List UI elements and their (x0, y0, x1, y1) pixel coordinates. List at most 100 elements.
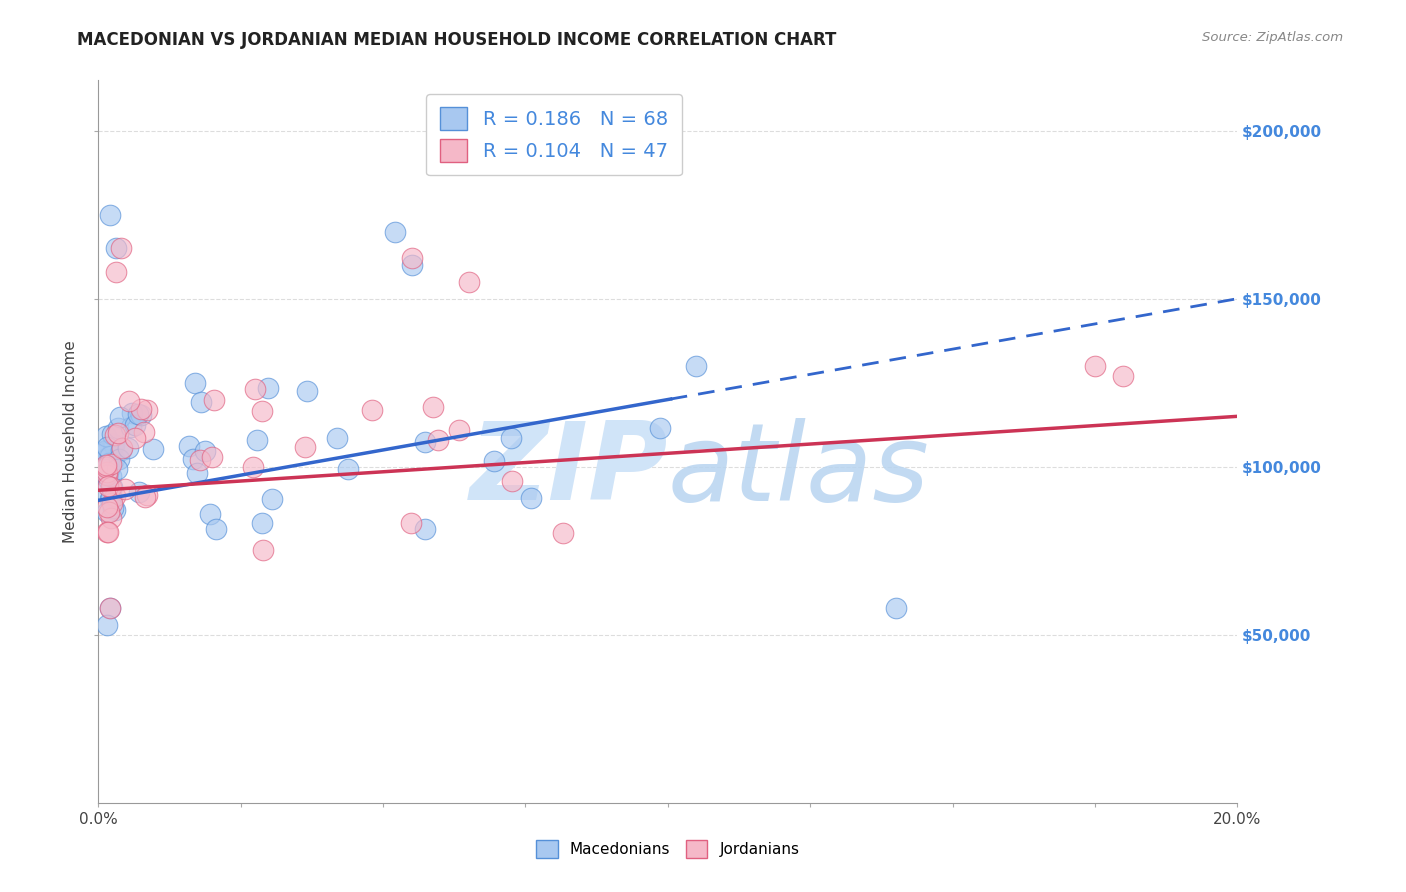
Point (884, 600, 907, 615)
Point (100, 491, 122, 505)
Point (190, 395, 212, 409)
Point (501, 431, 523, 445)
Point (94, 445, 117, 459)
Point (108, 410, 131, 425)
Point (257, 381, 280, 395)
Point (100, 457, 122, 471)
Point (457, 275, 479, 289)
Point (97, 456, 120, 470)
Point (98, 449, 121, 463)
Point (194, 444, 217, 458)
Point (96, 617, 118, 632)
Point (252, 543, 274, 558)
Point (200, 450, 222, 464)
Point (101, 501, 124, 516)
Point (242, 460, 264, 475)
Point (181, 451, 204, 466)
Point (246, 433, 269, 447)
Point (243, 382, 266, 396)
Point (260, 491, 283, 506)
Point (110, 443, 132, 458)
Point (94, 453, 117, 467)
Point (295, 384, 318, 399)
Point (121, 405, 143, 419)
Point (142, 442, 165, 457)
Point (120, 419, 142, 434)
Point (94, 460, 117, 475)
Point (188, 453, 211, 467)
Point (184, 376, 207, 391)
Point (134, 490, 156, 504)
Point (1112, 369, 1135, 384)
Text: ZIP: ZIP (470, 417, 668, 524)
Point (484, 454, 506, 468)
Point (101, 496, 124, 510)
Point (103, 452, 125, 467)
Point (104, 427, 127, 442)
Point (551, 525, 574, 540)
Point (127, 407, 149, 421)
Point (93, 444, 115, 458)
Point (114, 482, 136, 496)
Point (136, 402, 159, 417)
Y-axis label: Median Household Income: Median Household Income (63, 340, 79, 543)
Point (107, 421, 129, 435)
Point (326, 431, 349, 445)
Point (97, 462, 120, 476)
Point (384, 225, 406, 239)
Point (202, 392, 225, 407)
Point (93, 462, 115, 476)
Point (648, 420, 671, 434)
Text: atlas: atlas (668, 418, 929, 523)
Point (129, 408, 152, 422)
Point (177, 439, 200, 453)
Text: MACEDONIAN VS JORDANIAN MEDIAN HOUSEHOLD INCOME CORRELATION CHART: MACEDONIAN VS JORDANIAN MEDIAN HOUSEHOLD… (77, 31, 837, 49)
Point (449, 423, 471, 437)
Point (136, 488, 159, 502)
Point (101, 427, 124, 442)
Point (413, 434, 436, 449)
Point (107, 426, 129, 441)
Point (250, 516, 273, 531)
Point (96, 500, 118, 514)
Point (96, 440, 118, 454)
Point (96, 443, 118, 458)
Point (100, 490, 122, 504)
Point (98, 600, 121, 615)
Point (198, 507, 221, 521)
Point (103, 438, 125, 452)
Point (128, 485, 150, 500)
Point (204, 522, 226, 536)
Point (100, 480, 122, 494)
Point (186, 466, 208, 480)
Point (685, 359, 707, 373)
Point (415, 522, 437, 536)
Point (97, 479, 120, 493)
Point (94, 429, 117, 443)
Point (100, 491, 122, 506)
Point (401, 252, 423, 266)
Point (124, 418, 146, 433)
Point (108, 451, 131, 466)
Point (104, 241, 127, 255)
Point (401, 258, 423, 272)
Point (110, 241, 132, 255)
Point (131, 401, 153, 416)
Point (250, 404, 273, 418)
Point (96, 472, 118, 486)
Point (96, 467, 118, 482)
Point (96, 525, 118, 540)
Point (111, 441, 134, 455)
Point (422, 400, 444, 414)
Point (107, 462, 129, 476)
Point (519, 491, 541, 505)
Point (97, 505, 120, 519)
Point (104, 489, 127, 503)
Point (97, 450, 120, 464)
Point (337, 462, 360, 476)
Point (134, 425, 156, 440)
Point (100, 469, 122, 483)
Point (124, 431, 146, 445)
Point (100, 511, 122, 525)
Point (117, 442, 139, 456)
